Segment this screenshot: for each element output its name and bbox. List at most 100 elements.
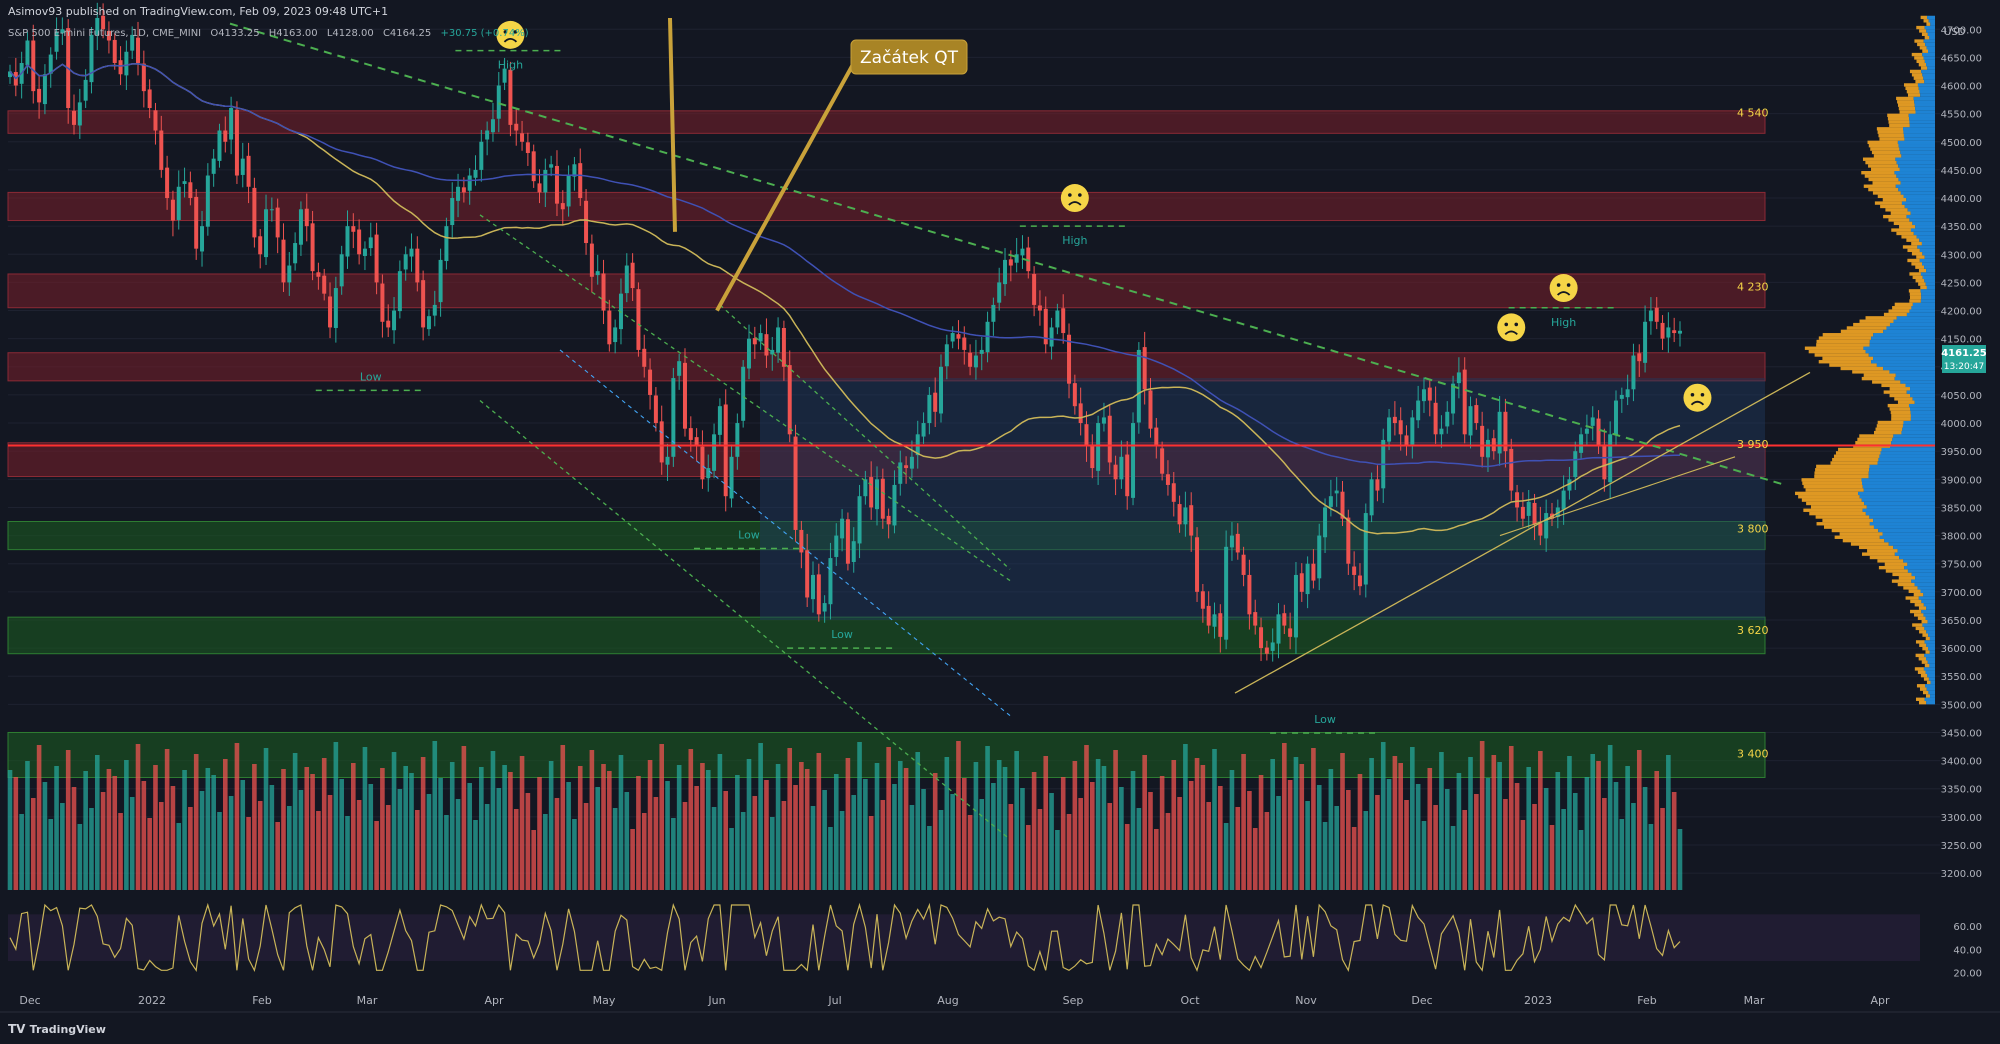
profile-bar — [1897, 549, 1935, 553]
volume-bar — [886, 747, 891, 890]
profile-bar — [1903, 559, 1935, 563]
price-tick: 3850.00 — [1941, 503, 1982, 514]
tradingview-logo[interactable]: TV TradingView — [8, 1022, 106, 1036]
profile-bar — [1921, 295, 1935, 300]
volume-bar — [77, 824, 83, 890]
profile-bar — [1918, 268, 1927, 273]
candle-body — [397, 271, 402, 312]
candle-body — [432, 304, 437, 316]
profile-bar — [1923, 677, 1929, 681]
profile-bar — [1861, 376, 1895, 381]
profile-bar — [1914, 667, 1924, 671]
volume-bar — [839, 811, 845, 890]
profile-bar — [1899, 555, 1935, 560]
candle-body — [1305, 563, 1310, 595]
profile-bar — [1897, 140, 1935, 145]
volume-bar — [973, 762, 979, 890]
candle-body — [159, 130, 164, 170]
volume-bar — [94, 755, 100, 890]
price-tick: 4550.00 — [1941, 110, 1982, 121]
profile-bar — [1910, 387, 1935, 391]
profile-bar — [1861, 478, 1935, 482]
symbol-legend[interactable]: S&P 500 E-mini Futures, 1D, CME_MINI O41… — [8, 28, 535, 39]
candle-body — [1456, 372, 1461, 384]
candle-body — [1526, 501, 1531, 516]
candle-body — [781, 327, 786, 367]
price-tick: 3600.00 — [1941, 644, 1982, 655]
profile-bar — [1908, 589, 1921, 593]
volume-bar — [897, 761, 903, 890]
candle-body — [200, 226, 205, 252]
volume-bar — [1037, 809, 1043, 890]
profile-bar — [1928, 633, 1935, 637]
candle-body — [333, 288, 338, 328]
candle-body — [1247, 574, 1252, 615]
candle-body — [287, 265, 292, 283]
profile-bar — [1897, 100, 1915, 104]
volume-bar — [1183, 744, 1188, 890]
price-tick: 4050.00 — [1941, 391, 1982, 402]
sad-face-eye — [1504, 322, 1509, 327]
candle-body — [456, 186, 461, 201]
volume-bar — [1223, 823, 1229, 890]
profile-bar — [1903, 83, 1918, 87]
volume-bar — [903, 768, 909, 890]
volume-bar — [188, 807, 193, 890]
profile-bar — [1915, 576, 1935, 580]
volume-bar — [281, 769, 286, 890]
profile-bar — [1878, 133, 1904, 138]
profile-bar — [1862, 157, 1896, 161]
volume-bar — [1095, 759, 1101, 890]
candle-body — [636, 289, 641, 350]
volume-bar — [531, 830, 536, 890]
volume-bar — [1462, 810, 1468, 890]
profile-bar — [1927, 673, 1935, 678]
profile-bar — [1896, 316, 1935, 320]
volume-bar — [1532, 804, 1537, 890]
profile-bar — [1906, 390, 1935, 394]
candle-body — [1346, 517, 1351, 564]
volume-bar — [548, 761, 554, 890]
volume-bar — [1340, 753, 1345, 890]
sad-face-mouth — [1690, 400, 1705, 406]
candle-body — [1485, 439, 1490, 458]
level-label: 4 540 — [1737, 106, 1769, 119]
sad-face-icon — [496, 20, 525, 49]
candle-body — [758, 333, 763, 342]
candle-body — [537, 183, 542, 193]
volume-bar — [1351, 827, 1357, 890]
price-axis[interactable]: 60.00 40.00 20.00 4700.00 4650.00 4600.00 4550… — [1941, 25, 1982, 979]
profile-bar — [1915, 653, 1925, 658]
profile-bar — [1871, 336, 1935, 340]
profile-bar — [1928, 19, 1935, 23]
price-tick: 3450.00 — [1941, 728, 1982, 739]
profile-bar — [1872, 181, 1901, 185]
candle-body — [275, 207, 280, 238]
volume-bar — [374, 821, 379, 890]
candle-body — [264, 209, 269, 258]
profile-bar — [1890, 211, 1911, 215]
ohlc-open: O4133.25 — [210, 28, 260, 39]
price-tick: 4400.00 — [1941, 194, 1982, 205]
time-axis[interactable]: Dec 2022 Feb Mar Apr May Jun Jul Aug Sep Oct Nov Dec… — [0, 994, 2000, 1013]
candle-body — [1026, 247, 1031, 272]
profile-bar — [1896, 231, 1914, 236]
volume-bar — [240, 780, 246, 890]
swing-label: High — [1062, 234, 1087, 247]
volume-bar — [833, 774, 839, 890]
profile-bar — [1859, 495, 1935, 499]
profile-bar — [1900, 181, 1935, 185]
profile-bar — [1903, 133, 1935, 138]
candle-body — [252, 187, 257, 238]
profile-bar — [1910, 414, 1935, 418]
profile-bar — [1912, 221, 1935, 226]
candle-body — [1678, 330, 1682, 334]
swing-label: Low — [738, 528, 760, 541]
profile-bar — [1859, 545, 1894, 550]
volume-bar — [164, 749, 170, 890]
candle-body — [869, 477, 874, 508]
candle-body — [322, 275, 327, 294]
candle-body — [816, 574, 821, 615]
volume-bar — [269, 785, 275, 890]
